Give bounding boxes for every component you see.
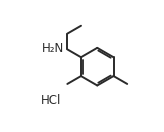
Text: H₂N: H₂N xyxy=(42,42,64,55)
Text: HCl: HCl xyxy=(41,94,62,107)
